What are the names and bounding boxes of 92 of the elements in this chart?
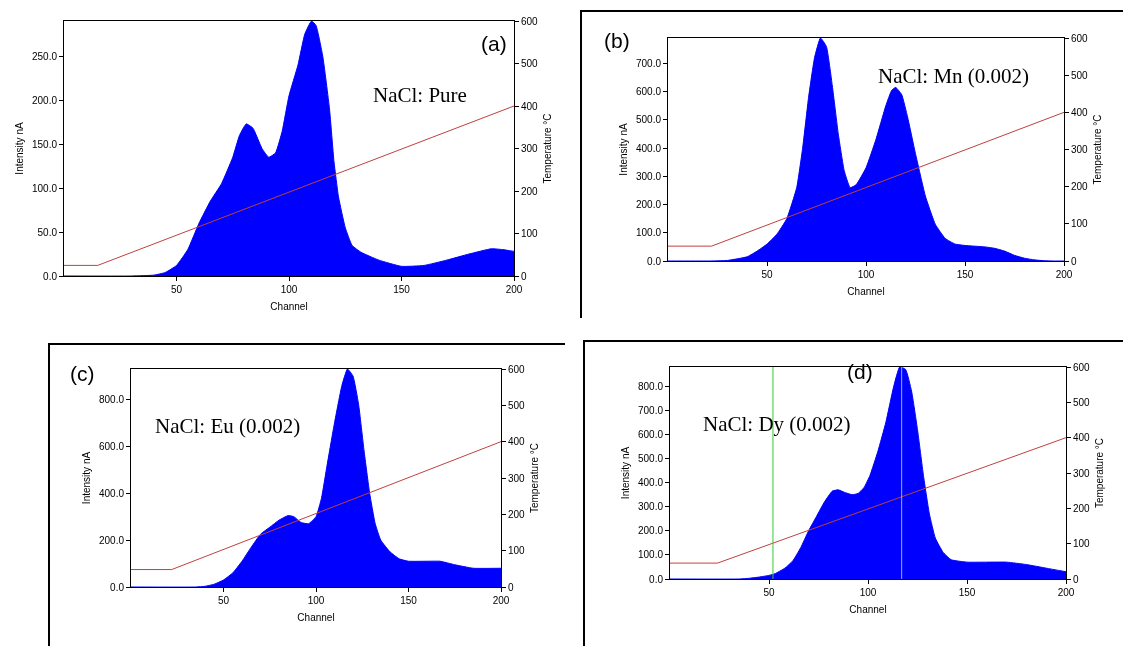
y2-tick-label: 300: [1073, 467, 1091, 479]
y-tick-label: 600.0: [635, 86, 662, 98]
y2-tick-label: 500: [508, 399, 526, 411]
x-tick-label: 100: [307, 595, 325, 606]
y-tick-label: 500.0: [635, 114, 662, 126]
y-tick-label: 200.0: [637, 525, 664, 537]
x-tick-label: 100: [859, 587, 877, 598]
y-tick-label: 250.0: [31, 50, 58, 62]
y2-tick-label: 200: [1071, 181, 1089, 193]
y2-tick-label: 0: [1071, 255, 1077, 267]
y-tick-label: 0.0: [43, 270, 58, 282]
y-tick-label: 600.0: [98, 440, 125, 452]
y-axis-title: Intensity nA: [80, 451, 92, 505]
y-tick-label: 0.0: [647, 255, 662, 267]
y2-tick-label: 100: [508, 545, 526, 557]
x-tick-label: 150: [956, 269, 974, 280]
y-tick-label: 600.0: [637, 428, 664, 440]
x-axis-title: Channel: [847, 285, 885, 297]
y2-tick-label: 400: [508, 436, 526, 448]
text: (a): [481, 32, 507, 55]
x-tick-label: 200: [1055, 269, 1073, 280]
y-tick-label: 0.0: [649, 573, 664, 585]
y2-tick-label: 100: [1073, 538, 1091, 550]
y2-tick-label: 100: [1071, 218, 1089, 230]
y2-tick-label: 400: [1071, 106, 1089, 118]
y-tick-label: 700.0: [637, 404, 664, 416]
x-tick-label: 50: [217, 595, 230, 606]
x-tick-label: 100: [857, 269, 875, 280]
y2-tick-label: 300: [521, 143, 539, 154]
y2-tick-label: 0: [508, 581, 514, 593]
x-tick-label: 150: [393, 284, 411, 295]
y2-tick-label: 200: [1073, 502, 1091, 514]
chart-title: (d): [847, 360, 873, 383]
y2-axis-title: Temperature °C: [1091, 114, 1103, 185]
y-tick-label: 400.0: [98, 487, 125, 499]
chart-title: (b): [604, 29, 630, 52]
y-tick-label: 150.0: [31, 138, 58, 150]
y2-tick-label: 300: [1071, 144, 1089, 155]
y-axis-title: Intensity nA: [619, 446, 631, 500]
x-tick-label: 50: [170, 284, 183, 295]
y2-tick-label: 600: [521, 15, 539, 27]
y-tick-label: 200.0: [31, 94, 58, 106]
y2-tick-label: 600: [1071, 32, 1089, 44]
y-tick-label: 100.0: [31, 182, 58, 194]
x-axis-title: Channel: [849, 603, 887, 615]
y2-tick-label: 600: [1073, 361, 1091, 373]
y-tick-label: 700.0: [635, 57, 662, 69]
y2-tick-label: 400: [1073, 432, 1091, 444]
y-tick-label: 500.0: [637, 453, 664, 465]
y-tick-label: 200.0: [635, 199, 662, 211]
x-tick-label: 150: [400, 595, 418, 606]
y2-tick-label: 500: [521, 58, 539, 69]
y-tick-label: 100.0: [637, 549, 664, 561]
x-tick-label: 150: [958, 587, 976, 598]
y2-axis-title: Temperature °C: [528, 442, 540, 514]
x-tick-label: 200: [505, 284, 523, 295]
y2-axis-title: Temperature °C: [1093, 437, 1105, 509]
y2-tick-label: 0: [521, 270, 527, 282]
y2-tick-label: 300: [508, 472, 526, 484]
y-tick-label: 800.0: [637, 380, 664, 392]
y2-tick-label: 200: [508, 508, 526, 520]
annotation: NaCl: Mn (0.002): [878, 64, 1030, 88]
y2-axis-title: Temperature °C: [541, 113, 553, 184]
y-tick-label: 400.0: [637, 477, 664, 489]
y2-tick-label: 600: [508, 363, 526, 375]
x-tick-label: 200: [492, 595, 510, 606]
y2-tick-label: 400: [521, 100, 539, 112]
y-tick-label: 50.0: [37, 226, 58, 238]
annotation: NaCl: Dy (0.002): [703, 412, 851, 436]
y-axis-title: Intensity nA: [13, 122, 25, 175]
x-axis-title: Channel: [270, 300, 308, 312]
y2-tick-label: 500: [1071, 69, 1089, 81]
y2-tick-label: 0: [1073, 573, 1079, 585]
chart-title: (c): [70, 362, 95, 385]
y-tick-label: 100.0: [635, 227, 662, 239]
annotation: NaCl: Pure: [373, 83, 467, 107]
y2-tick-label: 500: [1073, 396, 1091, 408]
y-tick-label: 800.0: [98, 393, 125, 405]
x-tick-label: 50: [763, 587, 775, 598]
y-tick-label: 300.0: [635, 170, 662, 182]
annotation: NaCl: Eu (0.002): [155, 414, 301, 438]
x-tick-label: 50: [761, 269, 773, 280]
y-tick-label: 400.0: [635, 142, 662, 154]
y2-tick-label: 100: [521, 228, 539, 239]
x-tick-label: 200: [1057, 587, 1075, 598]
y-tick-label: 0.0: [110, 581, 125, 593]
y2-tick-label: 200: [521, 185, 539, 197]
x-axis-title: Channel: [297, 611, 335, 623]
y-tick-label: 200.0: [98, 534, 125, 546]
y-tick-label: 300.0: [637, 501, 664, 513]
y-axis-title: Intensity nA: [617, 123, 629, 176]
x-tick-label: 100: [280, 284, 298, 295]
